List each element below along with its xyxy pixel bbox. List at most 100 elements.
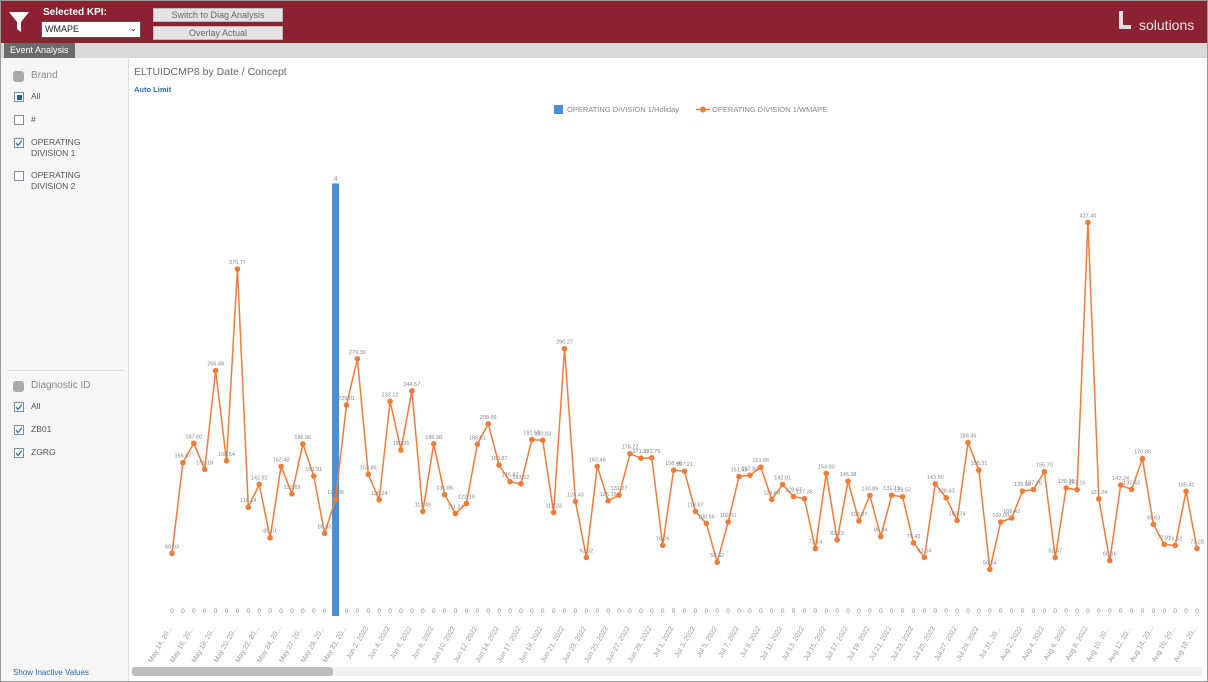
data-label: 0	[432, 608, 436, 615]
checkbox-label: #	[31, 114, 36, 124]
checkbox[interactable]	[14, 138, 24, 148]
point	[899, 493, 906, 500]
checkbox[interactable]	[14, 92, 24, 102]
point	[212, 367, 219, 374]
checkbox[interactable]	[14, 115, 24, 125]
point	[888, 492, 895, 499]
button[interactable]: Switch to Diag Analysis	[153, 8, 283, 22]
data-label: 0	[563, 608, 567, 615]
data-label: 111.24	[448, 505, 464, 511]
point	[430, 441, 437, 447]
data-label: 126.86	[327, 490, 344, 496]
data-label: 0	[530, 608, 534, 615]
data-label: 129.67	[785, 488, 802, 494]
data-label: 131.27	[611, 486, 628, 492]
data-label: 82.72	[830, 531, 844, 537]
data-label: 63.64	[918, 548, 932, 554]
data-label: 0	[1130, 608, 1134, 615]
x-tick-label: Jul 15, 2022	[803, 625, 828, 662]
point	[267, 534, 273, 541]
auto-limit[interactable]: Auto Limit	[134, 85, 172, 94]
data-label: 0	[476, 608, 480, 615]
data-label: 0	[454, 608, 458, 615]
data-label: 0	[879, 608, 883, 615]
data-label: 0	[781, 608, 785, 615]
scrollbar[interactable]	[132, 667, 1202, 676]
checkbox-label: All	[31, 91, 41, 101]
x-tick-label: Jul 23, 2022	[890, 625, 915, 662]
data-label: 0	[225, 608, 229, 615]
data-label: 156.70	[1036, 463, 1053, 469]
point	[201, 466, 208, 473]
point	[1019, 488, 1026, 494]
button[interactable]: Overlay Actual	[153, 26, 283, 40]
data-label: 0	[366, 608, 370, 615]
data-label: 0	[1086, 608, 1090, 615]
point	[256, 481, 263, 488]
data-label: 427.40	[1080, 213, 1097, 219]
data-label: 63.47	[1048, 549, 1062, 555]
data-label: 142.24	[1112, 476, 1129, 482]
point	[790, 493, 797, 500]
data-label: 0	[748, 608, 752, 615]
data-label: 142.92	[251, 475, 268, 481]
data-label: 138.98	[1058, 479, 1075, 485]
point	[692, 508, 699, 515]
checkbox[interactable]	[14, 448, 24, 458]
data-label: 170.80	[1134, 450, 1151, 456]
data-label: 0	[170, 608, 174, 615]
point	[1183, 488, 1189, 495]
data-label: 0	[410, 608, 414, 615]
data-label: 63.62	[579, 548, 593, 554]
checkbox-label: All	[31, 401, 41, 411]
data-label: 153.85	[360, 465, 377, 471]
point	[943, 494, 950, 501]
point	[1052, 554, 1059, 561]
kpi-select[interactable]: WMAPE ⌄	[41, 21, 141, 38]
data-label: 50.64	[983, 560, 997, 566]
data-label: 0	[181, 608, 185, 615]
cube-icon	[13, 71, 24, 82]
data-label: 0	[1021, 608, 1025, 615]
data-label: 0	[508, 608, 512, 615]
data-label: 102.09	[992, 513, 1009, 519]
data-label: 129.52	[894, 488, 911, 494]
point	[823, 470, 830, 477]
x-tick-label: Jul 9, 2022	[739, 625, 762, 658]
data-label: 266.48	[207, 362, 224, 368]
checkbox[interactable]	[14, 171, 24, 181]
x-tick-label: May 31, 20...	[322, 625, 348, 664]
logo: solutions	[1139, 17, 1195, 33]
show-inactive[interactable]: Show Inactive Values	[13, 668, 89, 677]
point	[1063, 485, 1069, 491]
point	[354, 355, 361, 362]
data-label: 0	[628, 608, 632, 615]
filter-icon[interactable]	[8, 10, 30, 34]
scrollbar-thumb[interactable]	[132, 667, 333, 676]
data-label: 229.01	[338, 396, 355, 402]
data-label: 0	[770, 608, 774, 615]
checkbox[interactable]	[14, 425, 24, 435]
data-label: 186.98	[425, 435, 442, 441]
tab[interactable]: Event Analysis	[4, 43, 75, 58]
point	[289, 491, 295, 497]
data-label: 0	[606, 608, 610, 615]
data-label: 127.35	[796, 490, 813, 496]
point	[191, 440, 197, 447]
separator	[7, 370, 125, 371]
data-label: 191.59	[523, 431, 540, 437]
data-label: 162.48	[273, 457, 290, 463]
point	[997, 519, 1004, 525]
data-label: 126.24	[371, 491, 388, 497]
point	[496, 462, 502, 468]
data-label: 113.49	[415, 502, 431, 508]
filter-panel: Show Inactive Values Brand All # OPERATING …	[1, 58, 129, 681]
data-label: 0	[933, 608, 937, 615]
x-tick-label: Jul 1, 2022	[652, 625, 675, 658]
data-label: 60.16	[1103, 552, 1117, 558]
point	[1074, 486, 1080, 493]
filter-title: Diagnostic ID	[31, 380, 91, 391]
data-label: 0	[639, 608, 643, 615]
checkbox[interactable]	[14, 402, 24, 412]
data-label: 0	[715, 608, 719, 615]
